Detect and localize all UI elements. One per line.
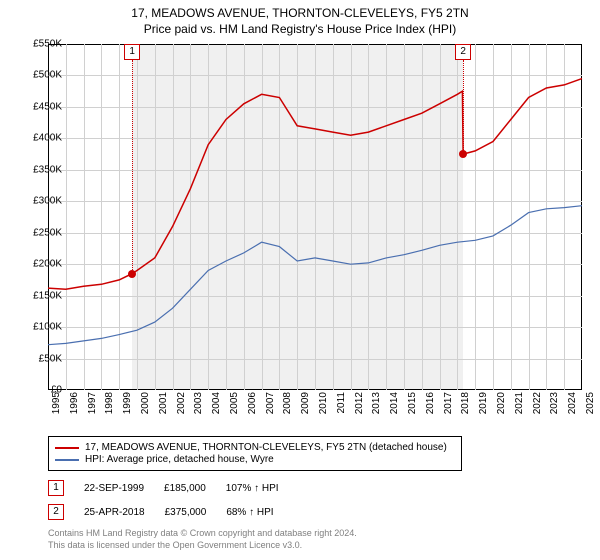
- x-tick-label: 2019: [478, 392, 489, 422]
- y-tick-label: £100K: [33, 322, 62, 333]
- annotation-price-2: £375,000: [165, 507, 207, 518]
- legend-label-series2: HPI: Average price, detached house, Wyre: [85, 454, 274, 465]
- x-tick-label: 2023: [549, 392, 560, 422]
- footer-line1: Contains HM Land Registry data © Crown c…: [48, 528, 357, 540]
- annotation-row-2: 2 25-APR-2018 £375,000 68% ↑ HPI: [48, 504, 274, 520]
- x-tick-label: 1999: [122, 392, 133, 422]
- x-tick-label: 2009: [300, 392, 311, 422]
- y-tick-label: £500K: [33, 70, 62, 81]
- annotation-delta-2: 68% ↑ HPI: [226, 507, 273, 518]
- x-tick-label: 2022: [532, 392, 543, 422]
- marker-line: [132, 60, 133, 274]
- y-tick-label: £300K: [33, 196, 62, 207]
- marker-box-2: 2: [455, 44, 471, 60]
- legend-label-series1: 17, MEADOWS AVENUE, THORNTON-CLEVELEYS, …: [85, 442, 447, 453]
- annotation-row-1: 1 22-SEP-1999 £185,000 107% ↑ HPI: [48, 480, 279, 496]
- x-tick-label: 2015: [407, 392, 418, 422]
- annotation-price-1: £185,000: [164, 483, 206, 494]
- footer-line2: This data is licensed under the Open Gov…: [48, 540, 357, 552]
- y-tick-label: £550K: [33, 39, 62, 50]
- x-tick-label: 2005: [229, 392, 240, 422]
- x-tick-label: 1995: [51, 392, 62, 422]
- x-tick-label: 2020: [496, 392, 507, 422]
- x-tick-label: 2016: [425, 392, 436, 422]
- annotation-date-2: 25-APR-2018: [84, 507, 145, 518]
- annotation-marker-2: 2: [48, 504, 64, 520]
- y-tick-label: £450K: [33, 101, 62, 112]
- x-tick-label: 2006: [247, 392, 258, 422]
- annotation-marker-1: 1: [48, 480, 64, 496]
- x-tick-label: 2011: [336, 392, 347, 422]
- chart-lines-svg: [48, 44, 582, 390]
- marker-dot-1: [128, 270, 136, 278]
- title-main: 17, MEADOWS AVENUE, THORNTON-CLEVELEYS, …: [0, 6, 600, 20]
- legend-row: HPI: Average price, detached house, Wyre: [55, 454, 455, 465]
- y-tick-label: £400K: [33, 133, 62, 144]
- x-tick-label: 1997: [87, 392, 98, 422]
- footer-text: Contains HM Land Registry data © Crown c…: [48, 528, 357, 551]
- title-sub: Price paid vs. HM Land Registry's House …: [0, 22, 600, 36]
- y-tick-label: £50K: [39, 353, 62, 364]
- x-tick-label: 2007: [265, 392, 276, 422]
- y-tick-label: £150K: [33, 290, 62, 301]
- x-tick-label: 2024: [567, 392, 578, 422]
- title-block: 17, MEADOWS AVENUE, THORNTON-CLEVELEYS, …: [0, 0, 600, 36]
- x-tick-label: 2025: [585, 392, 596, 422]
- x-tick-label: 2000: [140, 392, 151, 422]
- x-tick-label: 2002: [176, 392, 187, 422]
- x-tick-label: 2010: [318, 392, 329, 422]
- x-tick-label: 1996: [69, 392, 80, 422]
- x-tick-label: 1998: [104, 392, 115, 422]
- x-tick-label: 2017: [443, 392, 454, 422]
- annotation-delta-1: 107% ↑ HPI: [226, 483, 279, 494]
- y-tick-label: £200K: [33, 259, 62, 270]
- x-tick-label: 2001: [158, 392, 169, 422]
- x-tick-label: 2021: [514, 392, 525, 422]
- x-tick-label: 2018: [460, 392, 471, 422]
- annotation-date-1: 22-SEP-1999: [84, 483, 144, 494]
- chart-area: 12: [48, 44, 582, 390]
- marker-box-1: 1: [124, 44, 140, 60]
- legend-swatch-series2: [55, 459, 79, 461]
- x-tick-label: 2003: [193, 392, 204, 422]
- marker-dot-2: [459, 150, 467, 158]
- x-tick-label: 2014: [389, 392, 400, 422]
- marker-line: [463, 60, 464, 154]
- legend-swatch-series1: [55, 447, 79, 449]
- legend-row: 17, MEADOWS AVENUE, THORNTON-CLEVELEYS, …: [55, 442, 455, 453]
- x-tick-label: 2012: [354, 392, 365, 422]
- y-tick-label: £350K: [33, 164, 62, 175]
- x-tick-label: 2004: [211, 392, 222, 422]
- legend-box: 17, MEADOWS AVENUE, THORNTON-CLEVELEYS, …: [48, 436, 462, 471]
- y-tick-label: £250K: [33, 227, 62, 238]
- x-tick-label: 2008: [282, 392, 293, 422]
- x-tick-label: 2013: [371, 392, 382, 422]
